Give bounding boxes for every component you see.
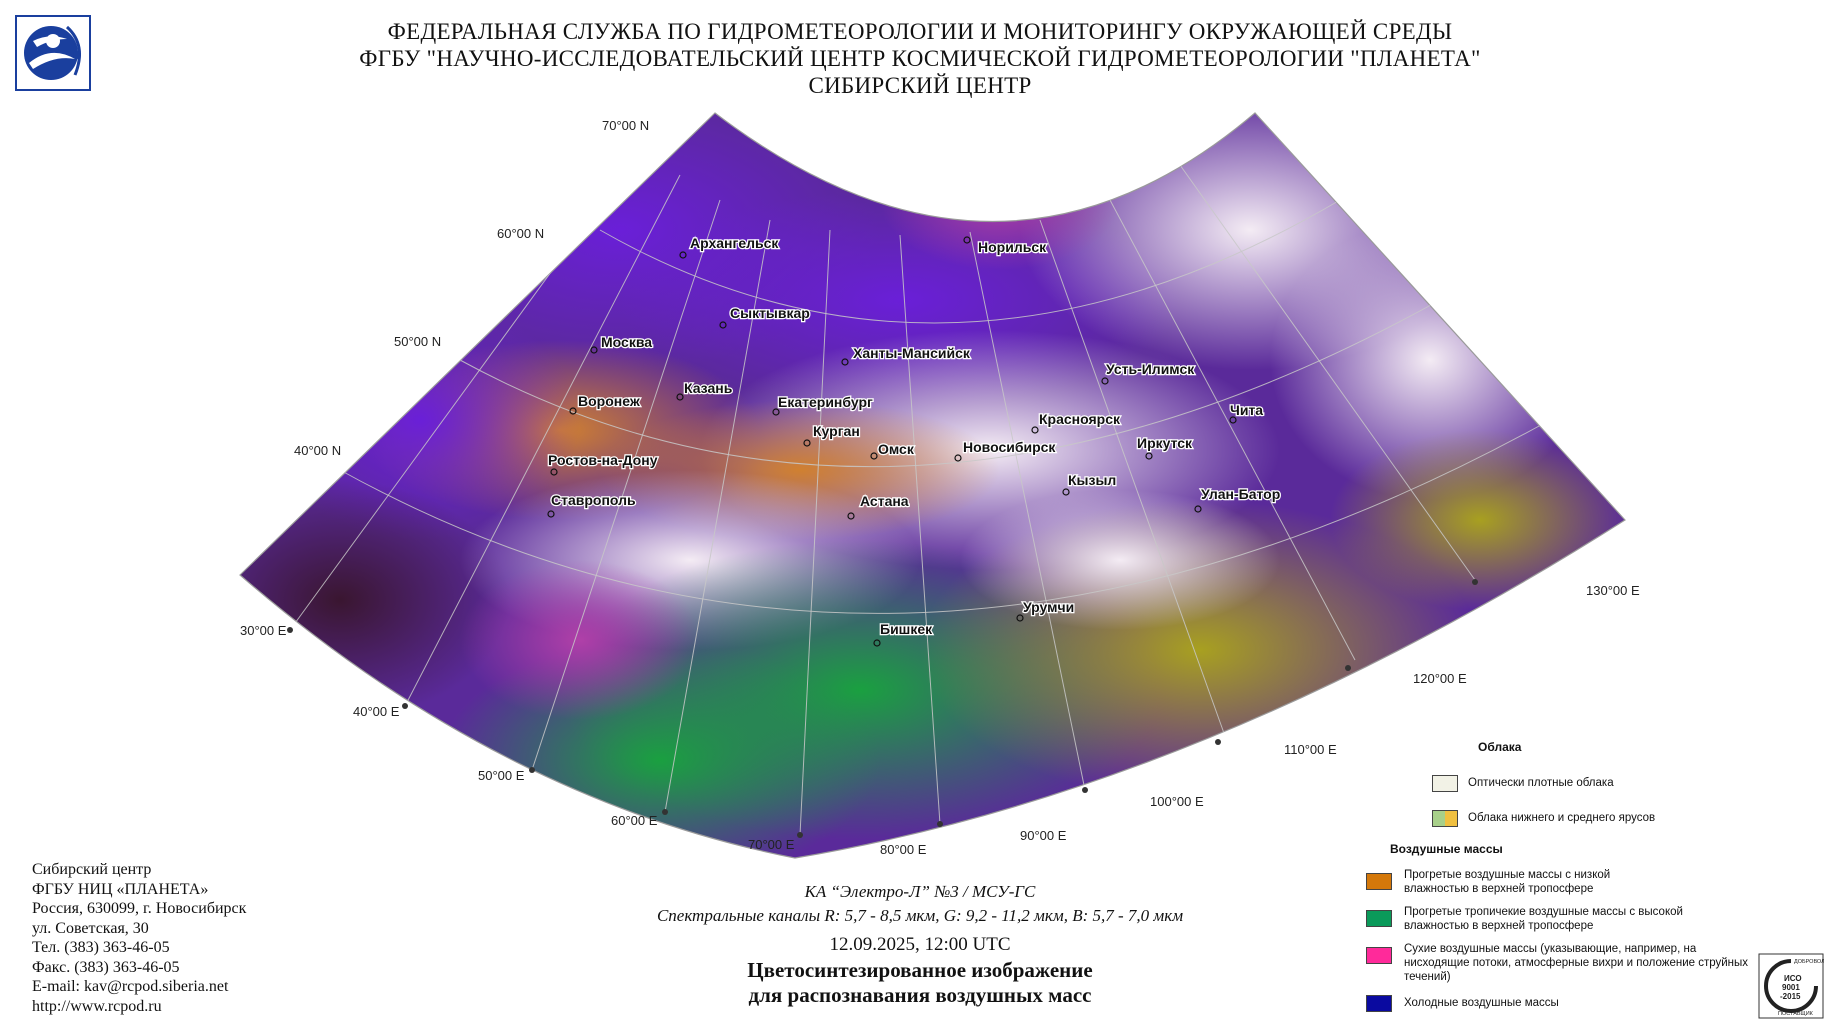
latitude-label-60: 60°00 N bbox=[497, 226, 544, 241]
longitude-label-90: 90°00 E bbox=[1020, 828, 1067, 843]
contact-phone: Тел. (383) 363-46-05 bbox=[32, 939, 170, 956]
longitude-label-70: 70°00 E bbox=[748, 837, 795, 852]
iso-code-2: 9001 bbox=[1782, 983, 1800, 992]
legend-swatch-cold bbox=[1366, 995, 1392, 1012]
contact-info: Сибирский центр ФГБУ НИЦ «ПЛАНЕТА» Росси… bbox=[32, 860, 332, 1016]
city-norilsk: Норильск bbox=[978, 239, 1047, 255]
satellite-name: КА “Электро-Л” №3 / МСУ-ГС bbox=[804, 882, 1036, 901]
longitude-label-130: 130°00 E bbox=[1586, 583, 1640, 598]
roshydromet-logo bbox=[15, 15, 91, 91]
latitude-label-40: 40°00 N bbox=[294, 443, 341, 458]
header-line-2: ФГБУ "НАУЧНО-ИССЛЕДОВАТЕЛЬСКИЙ ЦЕНТР КОС… bbox=[359, 46, 1481, 71]
iso-bottom: ПОСТАВЩИК bbox=[1778, 1011, 1814, 1017]
city-krasnoyarsk: Красноярск bbox=[1039, 411, 1121, 427]
legend: Облака Оптически плотные облака Облака н… bbox=[1360, 735, 1760, 1025]
iso-certification-icon: ДОБРОВОЛЬНЫЙ ИСО 9001 -2015 ПОСТАВЩИК bbox=[1758, 953, 1824, 1019]
longitude-label-50: 50°00 E bbox=[478, 768, 525, 783]
city-urumchi: Урумчи bbox=[1023, 599, 1074, 615]
city-rostov-na-donu: Ростов-на-Дону bbox=[548, 452, 658, 468]
city-irkutsk: Иркутск bbox=[1137, 435, 1193, 451]
legend-warm-tropical: Прогретые тропичекие воздушные массы с в… bbox=[1404, 906, 1683, 932]
image-info: КА “Электро-Л” №3 / МСУ-ГС Спектральные … bbox=[540, 880, 1300, 1008]
header-line-3: СИБИРСКИЙ ЦЕНТР bbox=[808, 73, 1032, 98]
longitude-label-100: 100°00 E bbox=[1150, 794, 1204, 809]
city-chita: Чита bbox=[1230, 402, 1263, 418]
city-syktyvkar: Сыктывкар bbox=[730, 305, 810, 321]
image-title-line-2: для распознавания воздушных масс bbox=[748, 983, 1092, 1007]
legend-dense-clouds: Оптически плотные облака bbox=[1468, 777, 1614, 789]
longitude-label-60: 60°00 E bbox=[611, 813, 658, 828]
city-ulan-bator: Улан-Батор bbox=[1201, 486, 1280, 502]
city-novosibirsk: Новосибирск bbox=[963, 439, 1056, 455]
city-arkhangelsk: Архангельск bbox=[690, 235, 779, 251]
image-datetime: 12.09.2025, 12:00 UTC bbox=[829, 934, 1011, 955]
longitude-label-30: 30°00 E bbox=[240, 623, 287, 638]
contact-email[interactable]: E-mail: kav@rcpod.siberia.net bbox=[32, 978, 229, 995]
contact-line: ФГБУ НИЦ «ПЛАНЕТА» bbox=[32, 880, 209, 898]
legend-swatch-low-mid-clouds bbox=[1432, 810, 1458, 827]
longitude-label-40: 40°00 E bbox=[353, 704, 400, 719]
city-bishkek: Бишкек bbox=[880, 621, 933, 637]
legend-air-masses-title: Воздушные массы bbox=[1390, 842, 1503, 856]
contact-fax: Факс. (383) 363-46-05 bbox=[32, 958, 180, 976]
longitude-label-120: 120°00 E bbox=[1413, 671, 1467, 686]
city-kurgan: Курган bbox=[813, 423, 860, 439]
legend-swatch-warm-dry bbox=[1366, 873, 1392, 890]
iso-top: ДОБРОВОЛЬНЫЙ bbox=[1794, 957, 1824, 965]
image-title-line-1: Цветосинтезированное изображение bbox=[747, 958, 1093, 982]
legend-low-mid-clouds: Облака нижнего и среднего ярусов bbox=[1468, 812, 1656, 824]
contact-line: Сибирский центр bbox=[32, 861, 152, 878]
city-astana: Астана bbox=[860, 493, 909, 509]
city-kyzyl: Кызыл bbox=[1068, 472, 1116, 488]
longitude-label-110: 110°00 E bbox=[1284, 742, 1337, 757]
legend-swatch-dense-clouds bbox=[1432, 775, 1458, 792]
latitude-label-50: 50°00 N bbox=[394, 334, 441, 349]
legend-swatch-dry bbox=[1366, 947, 1392, 964]
header: ФЕДЕРАЛЬНАЯ СЛУЖБА ПО ГИДРОМЕТЕОРОЛОГИИ … bbox=[160, 18, 1680, 99]
city-kazan: Казань bbox=[684, 380, 733, 396]
city-stavropol: Ставрополь bbox=[551, 492, 636, 508]
city-omsk: Омск bbox=[878, 441, 915, 457]
legend-warm-dry: Прогретые воздушные массы с низкой влажн… bbox=[1404, 869, 1611, 895]
header-line-1: ФЕДЕРАЛЬНАЯ СЛУЖБА ПО ГИДРОМЕТЕОРОЛОГИИ … bbox=[387, 19, 1453, 44]
contact-line: ул. Советская, 30 bbox=[32, 919, 149, 937]
legend-dry: Сухие воздушные массы (указывающие, напр… bbox=[1404, 943, 1749, 983]
longitude-label-80: 80°00 E bbox=[880, 842, 927, 857]
iso-code-1: ИСО bbox=[1784, 974, 1802, 983]
contact-website[interactable]: http://www.rcpod.ru bbox=[32, 997, 162, 1015]
legend-swatch-warm-tropical bbox=[1366, 910, 1392, 927]
iso-code-3: -2015 bbox=[1780, 992, 1801, 1001]
legend-clouds-title: Облака bbox=[1478, 740, 1522, 754]
city-khanty-mansiysk: Ханты-Мансийск bbox=[853, 345, 971, 361]
legend-cold: Холодные воздушные массы bbox=[1404, 997, 1559, 1009]
city-moskva: Москва bbox=[601, 334, 652, 350]
city-voronezh: Воронеж bbox=[578, 393, 641, 409]
contact-line: Россия, 630099, г. Новосибирск bbox=[32, 900, 247, 917]
city-ust-ilimsk: Усть-Илимск bbox=[1106, 361, 1195, 377]
spectral-channels: Спектральные каналы R: 5,7 - 8,5 мкм, G:… bbox=[656, 906, 1184, 925]
latitude-label-70: 70°00 N bbox=[602, 118, 649, 133]
city-ekaterinburg: Екатеринбург bbox=[778, 394, 873, 410]
